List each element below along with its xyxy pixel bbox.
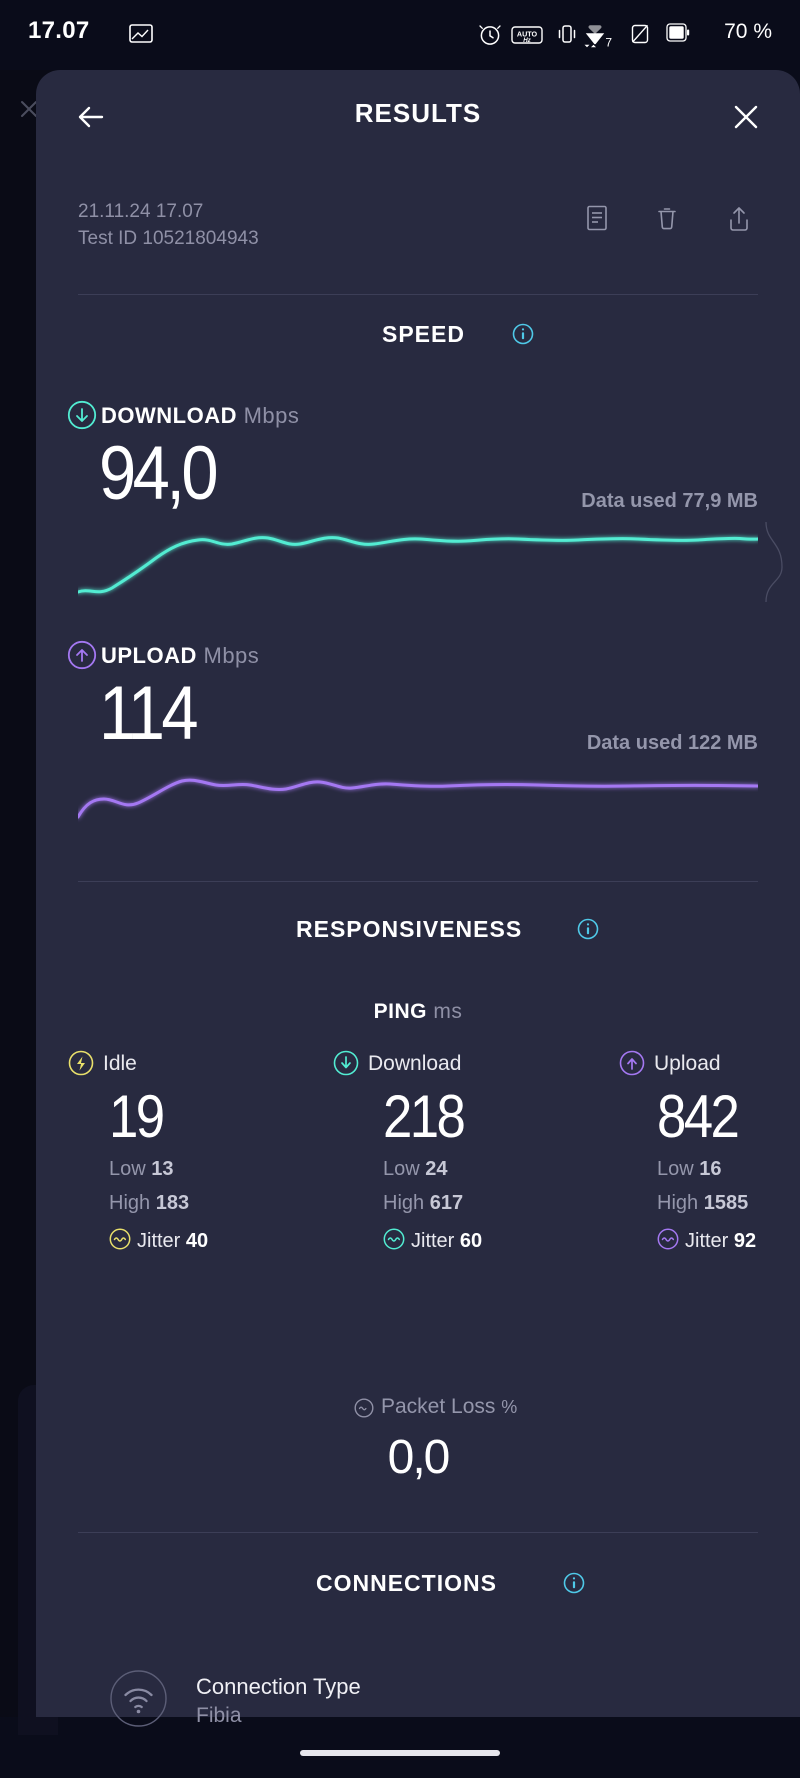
svg-text:7: 7: [605, 36, 612, 49]
svg-text:Hz: Hz: [523, 37, 531, 44]
